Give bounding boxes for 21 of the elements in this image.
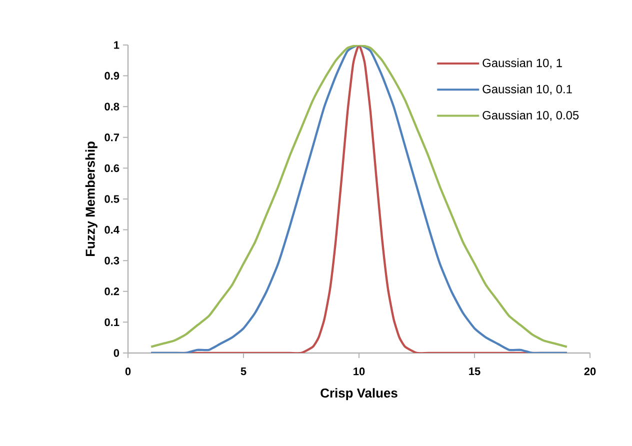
x-axis-title: Crisp Values	[320, 388, 398, 400]
x-tick-label: 5	[240, 368, 246, 376]
y-tick-label: 0.7	[104, 134, 120, 142]
x-tick-label: 0	[125, 368, 131, 376]
y-tick-label: 0.5	[104, 195, 120, 203]
y-tick-label: 0.9	[104, 72, 120, 80]
x-tick-label: 20	[584, 368, 596, 376]
y-tick-label: 0.2	[104, 288, 120, 296]
y-tick-label: 0	[114, 349, 120, 357]
legend-label: Gaussian 10, 0.05	[482, 110, 579, 121]
y-tick-label: 0.1	[104, 318, 120, 326]
y-tick-label: 0.3	[104, 256, 120, 264]
legend-label: Gaussian 10, 0.1	[482, 84, 572, 95]
y-axis-title: Fuzzy Membership	[85, 142, 98, 256]
legend-label: Gaussian 10, 1	[482, 58, 562, 69]
y-tick-label: 0.4	[104, 226, 120, 234]
x-tick-label: 10	[354, 368, 365, 376]
y-tick-label: 1	[114, 41, 120, 49]
y-tick-label: 0.8	[104, 102, 120, 110]
y-tick-label: 0.6	[104, 164, 120, 172]
x-tick-label: 15	[469, 368, 480, 376]
